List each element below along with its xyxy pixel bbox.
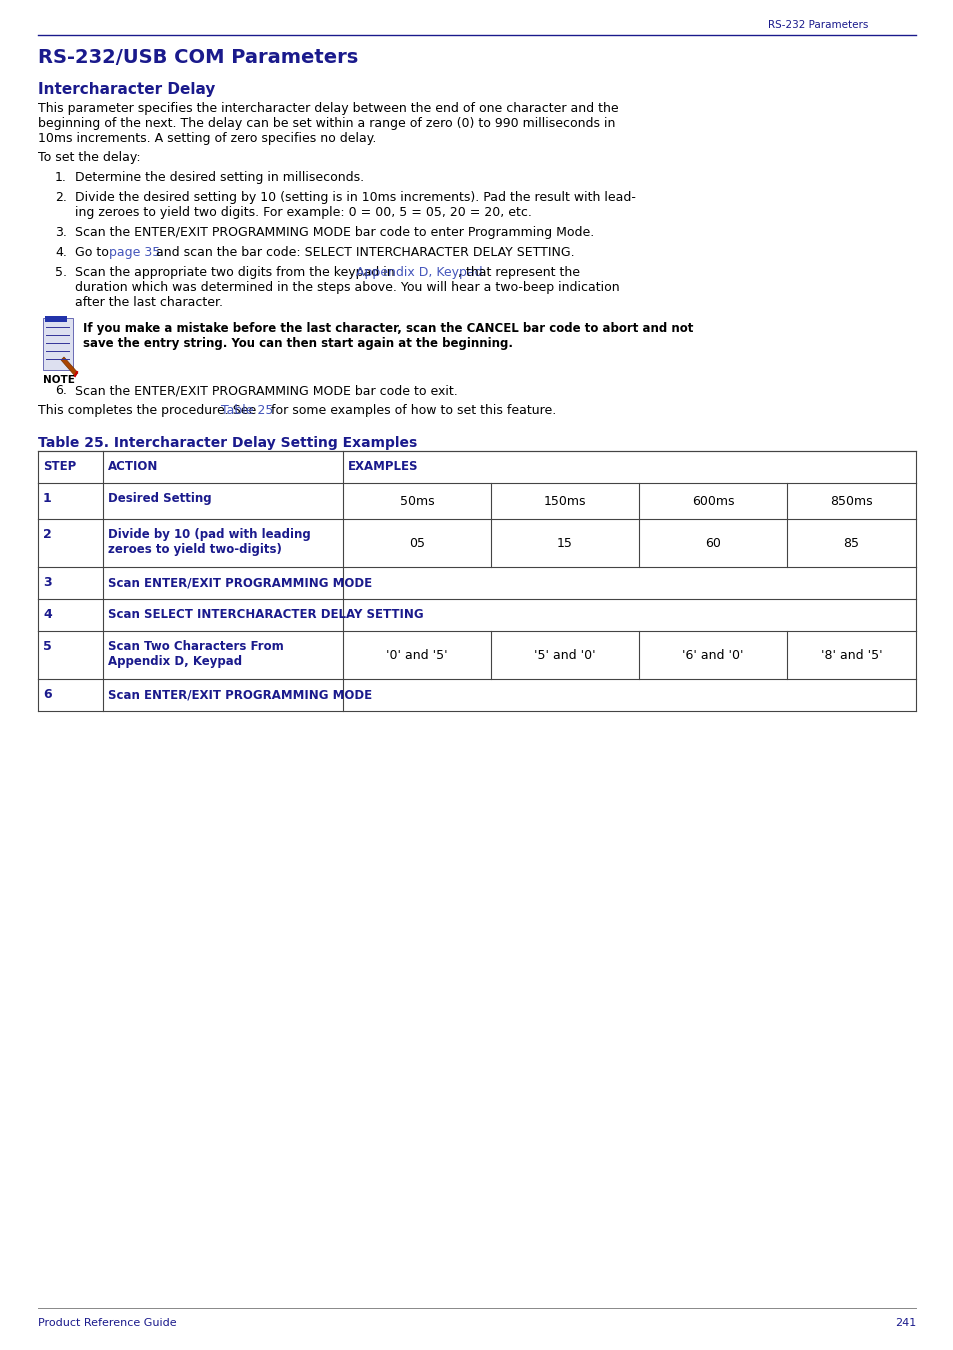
- Text: 85: 85: [842, 537, 859, 549]
- Text: If you make a mistake before the last character, scan the CANCEL bar code to abo: If you make a mistake before the last ch…: [83, 323, 693, 335]
- Text: 600ms: 600ms: [691, 495, 734, 508]
- Text: RS-232 Parameters: RS-232 Parameters: [767, 20, 867, 30]
- Text: This completes the procedure. See: This completes the procedure. See: [38, 404, 260, 417]
- Text: NOTE: NOTE: [43, 375, 74, 385]
- Text: 5: 5: [43, 640, 51, 653]
- Text: 10ms increments. A setting of zero specifies no delay.: 10ms increments. A setting of zero speci…: [38, 132, 376, 144]
- Text: Scan the appropriate two digits from the keypad in: Scan the appropriate two digits from the…: [75, 266, 398, 279]
- Text: save the entry string. You can then start again at the beginning.: save the entry string. You can then star…: [83, 338, 513, 350]
- Text: STEP: STEP: [43, 460, 76, 472]
- Text: 2.: 2.: [55, 190, 67, 204]
- Text: Appendix D, Keypad: Appendix D, Keypad: [355, 266, 482, 279]
- Text: Desired Setting: Desired Setting: [108, 491, 212, 505]
- Text: for some examples of how to set this feature.: for some examples of how to set this fea…: [267, 404, 556, 417]
- Text: duration which was determined in the steps above. You will hear a two-beep indic: duration which was determined in the ste…: [75, 281, 619, 294]
- Text: 150ms: 150ms: [543, 495, 586, 508]
- Text: 241: 241: [894, 1318, 915, 1328]
- Text: 4: 4: [43, 608, 51, 621]
- Text: 6: 6: [43, 688, 51, 701]
- Text: 6.: 6.: [55, 383, 67, 397]
- Text: 850ms: 850ms: [829, 495, 872, 508]
- Text: 1.: 1.: [55, 171, 67, 184]
- Text: after the last character.: after the last character.: [75, 296, 223, 309]
- Text: 1: 1: [43, 491, 51, 505]
- Text: Scan Two Characters From: Scan Two Characters From: [108, 640, 283, 653]
- Text: '0' and '5': '0' and '5': [386, 649, 447, 662]
- Text: 5.: 5.: [55, 266, 67, 279]
- Text: '6' and '0': '6' and '0': [681, 649, 743, 662]
- Text: Go to: Go to: [75, 246, 112, 259]
- Text: 15: 15: [557, 537, 573, 549]
- Text: 60: 60: [704, 537, 720, 549]
- Text: zeroes to yield two-digits): zeroes to yield two-digits): [108, 543, 281, 556]
- Text: '5' and '0': '5' and '0': [534, 649, 596, 662]
- Text: ACTION: ACTION: [108, 460, 158, 472]
- Text: EXAMPLES: EXAMPLES: [348, 460, 418, 472]
- Bar: [43, 319, 73, 370]
- Text: page 35: page 35: [109, 246, 160, 259]
- Text: Product Reference Guide: Product Reference Guide: [38, 1318, 176, 1328]
- Text: To set the delay:: To set the delay:: [38, 151, 140, 163]
- Polygon shape: [61, 356, 78, 377]
- Text: '8' and '5': '8' and '5': [820, 649, 882, 662]
- Text: 3.: 3.: [55, 225, 67, 239]
- Text: Divide the desired setting by 10 (setting is in 10ms increments). Pad the result: Divide the desired setting by 10 (settin…: [75, 190, 636, 204]
- Text: ing zeroes to yield two digits. For example: 0 = 00, 5 = 05, 20 = 20, etc.: ing zeroes to yield two digits. For exam…: [75, 207, 532, 219]
- Text: This parameter specifies the intercharacter delay between the end of one charact: This parameter specifies the intercharac…: [38, 103, 618, 115]
- Text: Scan the ENTER/EXIT PROGRAMMING MODE bar code to enter Programming Mode.: Scan the ENTER/EXIT PROGRAMMING MODE bar…: [75, 225, 594, 239]
- Text: Intercharacter Delay: Intercharacter Delay: [38, 82, 215, 97]
- Text: , that represent the: , that represent the: [457, 266, 579, 279]
- Text: 50ms: 50ms: [399, 495, 434, 508]
- Text: Scan the ENTER/EXIT PROGRAMMING MODE bar code to exit.: Scan the ENTER/EXIT PROGRAMMING MODE bar…: [75, 383, 457, 397]
- Text: beginning of the next. The delay can be set within a range of zero (0) to 990 mi: beginning of the next. The delay can be …: [38, 117, 615, 130]
- Text: Scan ENTER/EXIT PROGRAMMING MODE: Scan ENTER/EXIT PROGRAMMING MODE: [108, 688, 372, 701]
- Text: Table 25: Table 25: [221, 404, 274, 417]
- Text: Scan SELECT INTERCHARACTER DELAY SETTING: Scan SELECT INTERCHARACTER DELAY SETTING: [108, 608, 423, 621]
- Text: 2: 2: [43, 528, 51, 541]
- Text: 05: 05: [409, 537, 424, 549]
- Text: Table 25. Intercharacter Delay Setting Examples: Table 25. Intercharacter Delay Setting E…: [38, 436, 416, 450]
- Text: 3: 3: [43, 576, 51, 589]
- Text: and scan the bar code: SELECT INTERCHARACTER DELAY SETTING.: and scan the bar code: SELECT INTERCHARA…: [152, 246, 574, 259]
- Text: 4.: 4.: [55, 246, 67, 259]
- Text: Determine the desired setting in milliseconds.: Determine the desired setting in millise…: [75, 171, 364, 184]
- Bar: [45, 316, 67, 323]
- Text: Appendix D, Keypad: Appendix D, Keypad: [108, 655, 242, 668]
- Text: RS-232/USB COM Parameters: RS-232/USB COM Parameters: [38, 49, 358, 68]
- Text: Scan ENTER/EXIT PROGRAMMING MODE: Scan ENTER/EXIT PROGRAMMING MODE: [108, 576, 372, 589]
- Text: Divide by 10 (pad with leading: Divide by 10 (pad with leading: [108, 528, 311, 541]
